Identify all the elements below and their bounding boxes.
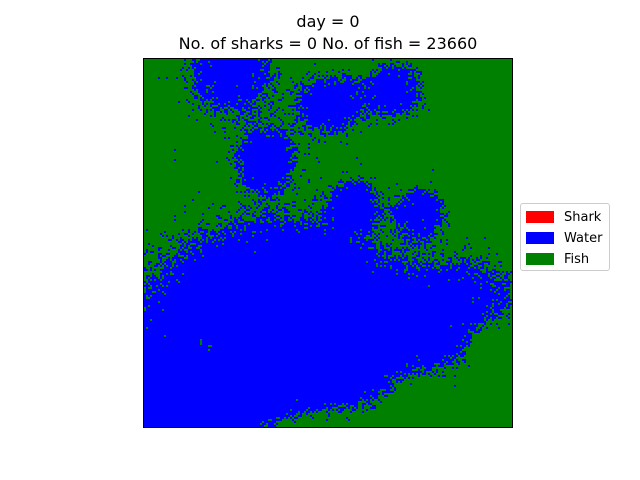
chart-title-day: day = 0 [296,12,360,31]
legend-swatch-water [526,232,554,244]
ocean-grid [143,58,513,428]
legend-label-fish: Fish [564,251,590,267]
legend-label-water: Water [564,230,603,246]
legend-label-shark: Shark [564,209,602,225]
legend-entry-shark: Shark [526,208,601,226]
legend-swatch-fish [526,253,554,265]
ocean-grid-cells [144,59,512,427]
chart-title-counts: No. of sharks = 0 No. of fish = 23660 [178,34,478,53]
legend-entry-water: Water [526,229,602,247]
legend-entry-fish: Fish [526,250,589,268]
legend: Shark Water Fish [520,203,610,271]
legend-swatch-shark [526,211,554,223]
